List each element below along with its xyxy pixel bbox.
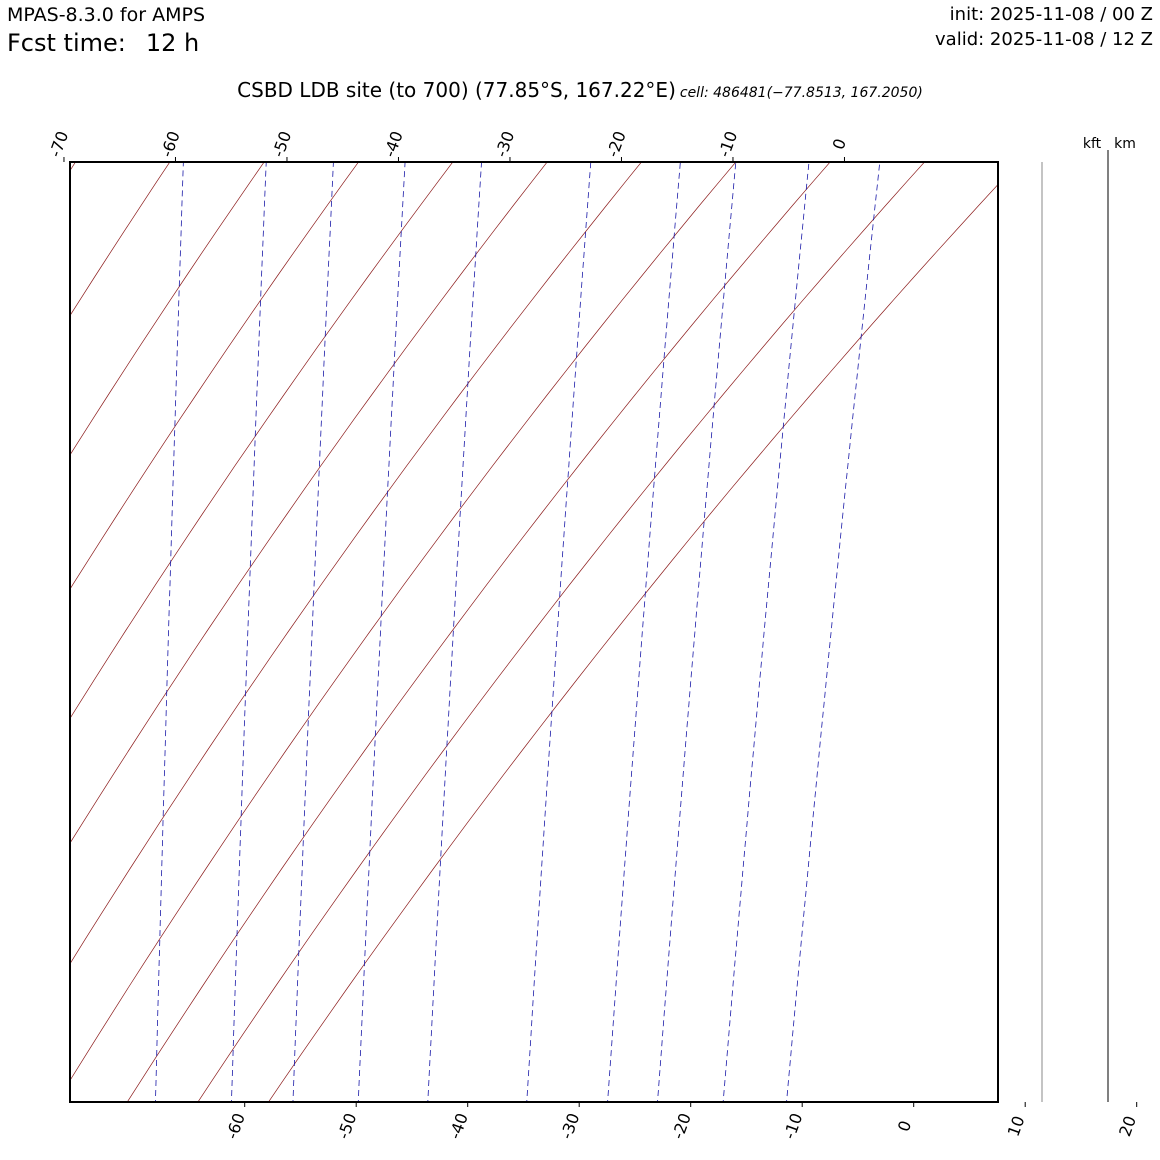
forecast-time-value: 12 h [145,29,200,57]
dry-adiabat-lines [70,162,998,1102]
forecast-time: Fcst time: 12 h [7,29,199,57]
temperature-top-tick-label: -30 [491,129,518,160]
kft-label: kft [1083,136,1102,152]
init-time: init: 2025-11-08 / 00 Z [949,4,1153,25]
cell-info: cell: 486481(−77.8513, 167.2050) [679,85,923,101]
mixing-ratio-line [722,162,810,1102]
temperature-top-tick-label: -70 [45,129,72,160]
dry-adiabat [126,162,831,1102]
temperature-top-tick-label: -10 [714,129,741,160]
dry-adiabat [70,162,642,965]
temperature-top-tick-label: -60 [157,129,184,160]
wind-and-height-panel: kftkm864221 [1041,136,1136,1102]
temperature-top-tick-label: -20 [603,129,630,160]
dry-adiabat [70,162,171,317]
mixing-ratio-line [607,162,681,1102]
mixing-ratio-line [427,162,482,1102]
temperature-tick-label: -60 [222,1111,249,1142]
plot-frame [69,161,999,1103]
model-title: MPAS-8.3.0 for AMPS [7,4,206,26]
mixing-ratio-line [231,162,267,1102]
mixing-ratio-line [292,162,334,1102]
dry-adiabat [268,184,998,1102]
dry-adiabat [70,162,548,844]
temperature-tick-label: -20 [668,1111,695,1142]
temperature-top-tick-label: -40 [380,129,407,160]
temperature-tick-label: -30 [557,1111,584,1142]
mixing-ratio-line [657,162,737,1102]
dry-adiabat [70,162,737,1082]
chart-title: CSBD LDB site (to 700) (77.85°S, 167.22°… [0,78,1160,102]
forecast-time-label: Fcst time: [7,29,126,57]
mixing-ratio-line [526,162,592,1102]
mixing-ratio-line [786,162,881,1102]
km-label: km [1114,136,1136,152]
temperature-tick-label: -10 [780,1111,807,1142]
dry-adiabat [70,162,359,590]
temperature-tick-label: 20 [1115,1113,1140,1139]
temperature-top-tick-label: -50 [268,129,295,160]
temperature-tick-label: 0 [894,1118,915,1134]
temperature-tick-label: -40 [445,1111,472,1142]
valid-time: valid: 2025-11-08 / 12 Z [935,29,1153,50]
temperature-top-tick-label: 0 [829,136,850,152]
temperature-tick-label: -50 [334,1111,361,1142]
dry-adiabat [70,162,454,720]
mixing-ratio-line [357,162,406,1102]
dry-adiabat [197,162,925,1102]
mixing-ratio-line [155,162,184,1102]
dry-adiabat [70,162,76,172]
mixing-ratio-lines [155,162,881,1102]
dry-adiabat [70,162,265,456]
temperature-tick-label: 10 [1004,1113,1029,1139]
site-title: CSBD LDB site (to 700) (77.85°S, 167.22°… [237,78,676,102]
